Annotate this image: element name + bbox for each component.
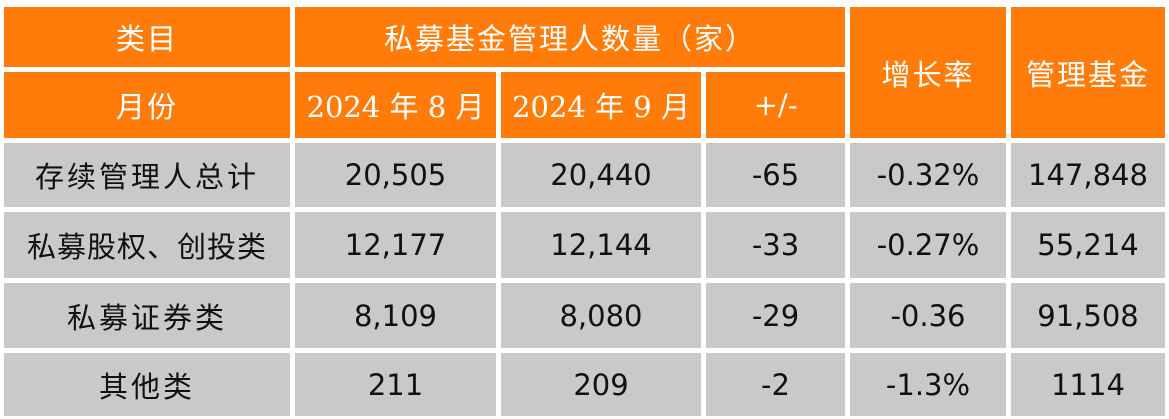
row-other-aug: 211 <box>295 353 496 416</box>
header-category-label: 类目 <box>115 22 178 56</box>
row-equity-diff: -33 <box>706 212 845 278</box>
row-growth-value: -1.3% <box>885 367 971 402</box>
header-sep-2024: 2024 年 9 月 <box>501 72 701 138</box>
header-manager-count-label: 私募基金管理人数量（家） <box>383 22 756 56</box>
header-managed-funds-label: 管理基金 <box>1025 57 1150 92</box>
row-total-category: 存续管理人总计 <box>4 143 290 207</box>
row-diff-value: -65 <box>751 158 800 192</box>
header-growth-rate: 增长率 <box>850 7 1006 138</box>
header-sep-2024-label: 2024 年 9 月 <box>512 90 690 124</box>
row-total-aug: 20,505 <box>295 143 496 207</box>
row-growth-value: -0.27% <box>876 228 980 262</box>
row-diff-value: -2 <box>761 367 790 402</box>
header-diff-label: +/- <box>753 88 798 122</box>
row-category-label: 存续管理人总计 <box>34 160 259 194</box>
row-aug-value: 8,109 <box>353 298 438 333</box>
row-equity-growth: -0.27% <box>850 212 1006 278</box>
row-category-label: 其他类 <box>98 369 195 404</box>
row-category-label: 私募股权、创投类 <box>26 230 267 264</box>
row-category-label: 私募证券类 <box>66 300 227 335</box>
row-aug-value: 20,505 <box>344 158 447 192</box>
row-funds-value: 91,508 <box>1037 298 1139 333</box>
row-sep-value: 20,440 <box>550 158 652 192</box>
row-total-funds: 147,848 <box>1011 143 1165 207</box>
row-equity-category: 私募股权、创投类 <box>4 212 290 278</box>
row-diff-value: -29 <box>751 298 800 333</box>
header-category: 类目 <box>4 7 290 67</box>
row-funds-value: 55,214 <box>1037 228 1139 262</box>
row-other-growth: -1.3% <box>850 353 1006 416</box>
row-diff-value: -33 <box>751 228 800 262</box>
header-manager-count-group: 私募基金管理人数量（家） <box>295 7 845 67</box>
row-growth-value: -0.32% <box>876 158 980 192</box>
row-securities-funds: 91,508 <box>1011 283 1165 348</box>
row-aug-value: 12,177 <box>344 228 447 262</box>
header-aug-2024: 2024 年 8 月 <box>295 72 496 138</box>
row-growth-value: -0.36 <box>890 298 966 333</box>
row-securities-category: 私募证券类 <box>4 283 290 348</box>
row-funds-value: 1114 <box>1051 367 1125 402</box>
row-sep-value: 8,080 <box>559 298 643 333</box>
row-other-funds: 1114 <box>1011 353 1165 416</box>
header-month: 月份 <box>4 72 290 138</box>
row-total-sep: 20,440 <box>501 143 701 207</box>
row-securities-diff: -29 <box>706 283 845 348</box>
row-funds-value: 147,848 <box>1028 158 1148 192</box>
row-securities-aug: 8,109 <box>295 283 496 348</box>
row-securities-growth: -0.36 <box>850 283 1006 348</box>
header-managed-funds: 管理基金 <box>1011 7 1165 138</box>
row-equity-sep: 12,144 <box>501 212 701 278</box>
header-growth-rate-label: 增长率 <box>881 57 975 92</box>
row-total-diff: -65 <box>706 143 845 207</box>
row-other-category: 其他类 <box>4 353 290 416</box>
row-other-diff: -2 <box>706 353 845 416</box>
row-equity-aug: 12,177 <box>295 212 496 278</box>
header-month-label: 月份 <box>115 90 178 124</box>
header-diff: +/- <box>706 72 845 138</box>
row-total-growth: -0.32% <box>850 143 1006 207</box>
row-sep-value: 12,144 <box>550 228 652 262</box>
row-sep-value: 209 <box>573 367 629 402</box>
header-aug-2024-label: 2024 年 8 月 <box>306 90 485 124</box>
row-securities-sep: 8,080 <box>501 283 701 348</box>
row-other-sep: 209 <box>501 353 701 416</box>
row-aug-value: 211 <box>367 367 424 402</box>
row-equity-funds: 55,214 <box>1011 212 1165 278</box>
